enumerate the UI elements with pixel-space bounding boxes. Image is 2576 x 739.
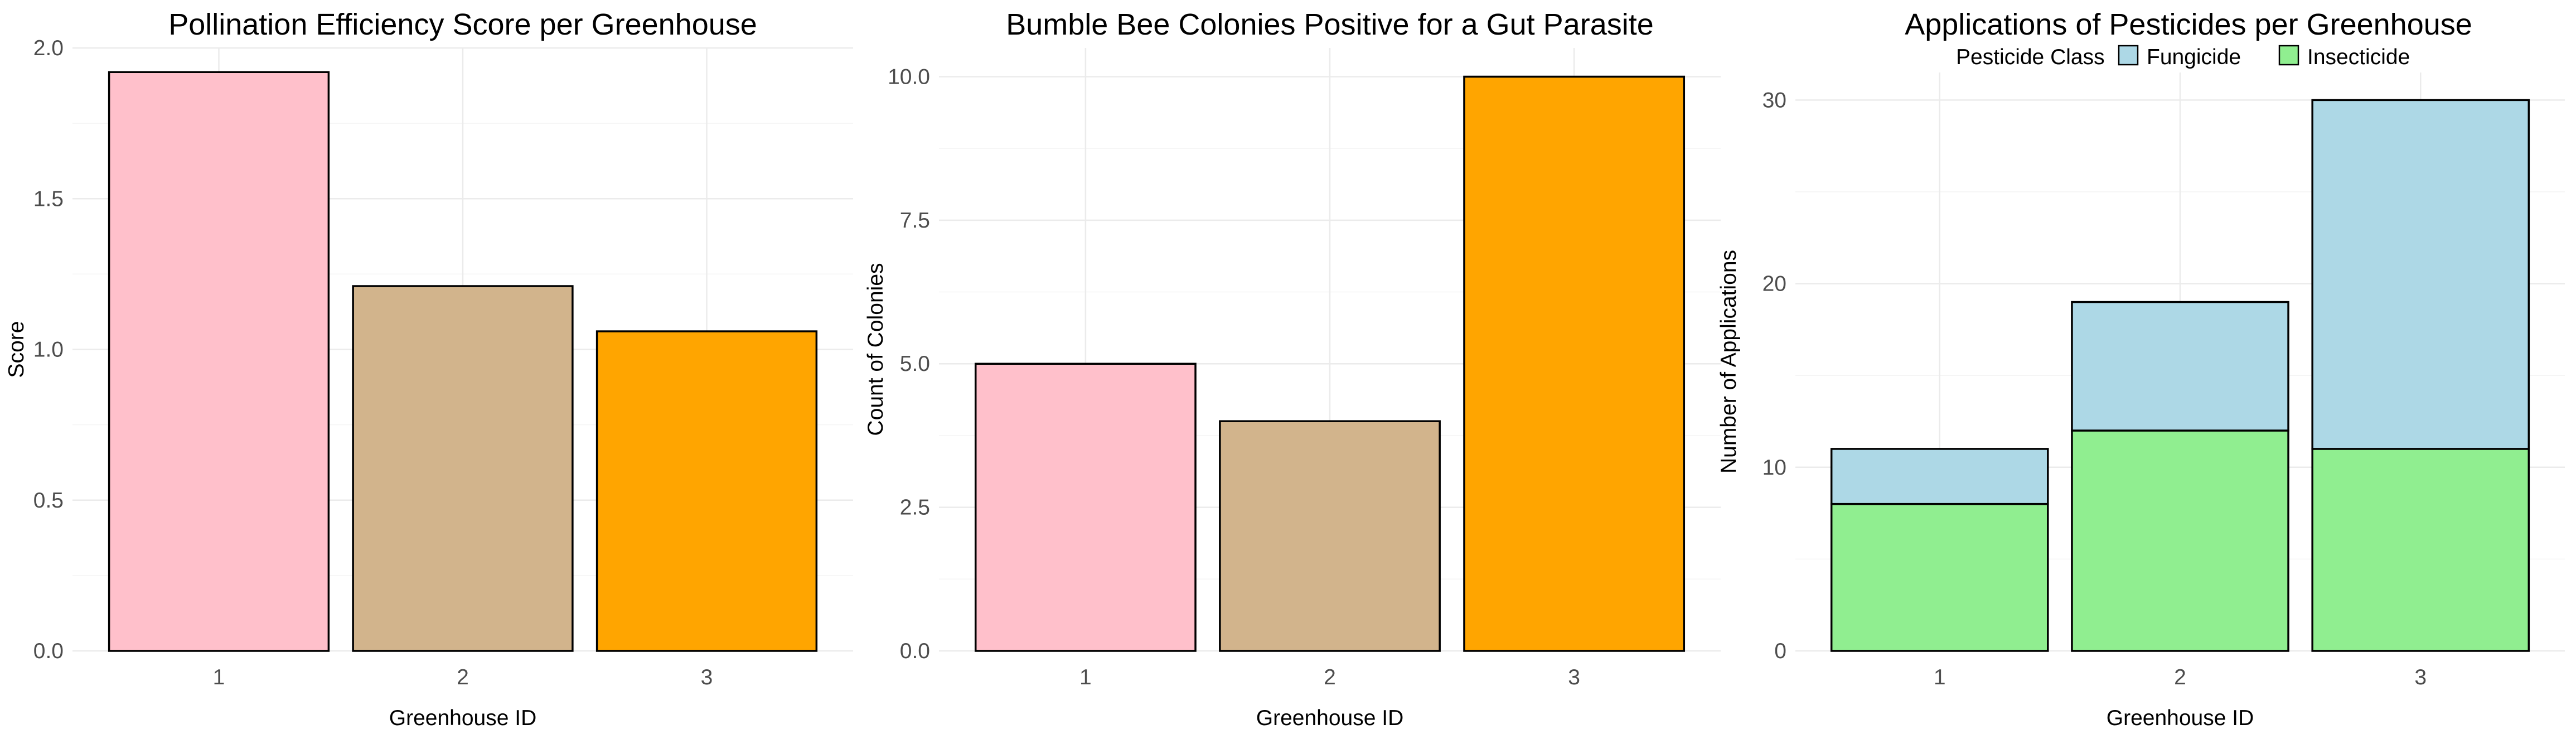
y-tick-label: 0 xyxy=(1774,639,1786,663)
y-tick-label: 5.0 xyxy=(900,352,930,376)
legend-key-insecticide xyxy=(2278,45,2299,66)
chart-title: Pollination Efficiency Score per Greenho… xyxy=(168,8,757,41)
y-tick-label: 30 xyxy=(1762,88,1786,112)
bar-insecticide-3 xyxy=(2311,448,2530,652)
bar-fungicide-2 xyxy=(2071,301,2289,432)
y-tick-label: 1.5 xyxy=(33,187,64,211)
y-tick-label: 2.0 xyxy=(33,36,64,60)
bar-3 xyxy=(595,330,818,652)
bar-fungicide-1 xyxy=(1830,448,2049,505)
y-tick-label: 10.0 xyxy=(888,65,930,89)
legend-label-insecticide: Insecticide xyxy=(2307,45,2410,69)
legend-key-fungicide xyxy=(2118,45,2139,66)
bar-2 xyxy=(352,285,574,652)
bar-1 xyxy=(108,71,330,652)
x-tick-label: 3 xyxy=(2414,665,2427,689)
bar-1 xyxy=(974,363,1197,652)
y-tick-label: 10 xyxy=(1762,456,1786,480)
y-tick-label: 2.5 xyxy=(900,496,930,520)
bar-fungicide-3 xyxy=(2311,99,2530,450)
legend-label-fungicide: Fungicide xyxy=(2147,45,2241,69)
x-tick-label: 1 xyxy=(1934,665,1946,689)
y-tick-label: 0.0 xyxy=(900,639,930,663)
x-tick-label: 2 xyxy=(2174,665,2186,689)
x-tick-label: 3 xyxy=(701,665,713,689)
x-tick-label: 3 xyxy=(1568,665,1580,689)
chart-title: Bumble Bee Colonies Positive for a Gut P… xyxy=(1006,8,1654,41)
bar-insecticide-2 xyxy=(2071,429,2289,652)
chart-panel-2: 0.0 2.5 5.0 7.5 10.0 1 2 3 Bumble Bee Colonies P… xyxy=(864,8,1721,730)
x-tick-label: 2 xyxy=(1324,665,1336,689)
x-tick-label: 1 xyxy=(1079,665,1092,689)
y-axis-title: Score xyxy=(4,321,28,378)
chart-panel-1: 0.0 0.5 1.0 1.5 2.0 1 2 3 Pollination Efficiency… xyxy=(4,8,853,730)
y-tick-label: 7.5 xyxy=(900,209,930,233)
legend-title: Pesticide Class xyxy=(1956,45,2105,69)
bar-3 xyxy=(1463,75,1686,652)
x-axis-title: Greenhouse ID xyxy=(389,706,537,730)
chart-title: Applications of Pesticides per Greenhous… xyxy=(1905,8,2472,41)
y-tick-label: 0.0 xyxy=(33,639,64,663)
x-tick-label: 1 xyxy=(213,665,225,689)
chart-panel-3: 0 10 20 30 1 2 3 Applications of Pesticides per… xyxy=(1717,8,2565,730)
bar-insecticide-1 xyxy=(1830,503,2049,652)
legend: Pesticide Class Fungicide Insecticide xyxy=(1956,45,2410,69)
x-tick-label: 2 xyxy=(457,665,469,689)
y-axis-title: Count of Colonies xyxy=(864,263,888,436)
y-tick-label: 0.5 xyxy=(33,489,64,513)
y-axis-title: Number of Applications xyxy=(1717,250,1741,474)
bar-2 xyxy=(1219,420,1441,652)
y-tick-label: 20 xyxy=(1762,272,1786,296)
x-axis-title: Greenhouse ID xyxy=(1256,706,1404,730)
x-axis-title: Greenhouse ID xyxy=(2107,706,2254,730)
y-tick-label: 1.0 xyxy=(33,338,64,362)
